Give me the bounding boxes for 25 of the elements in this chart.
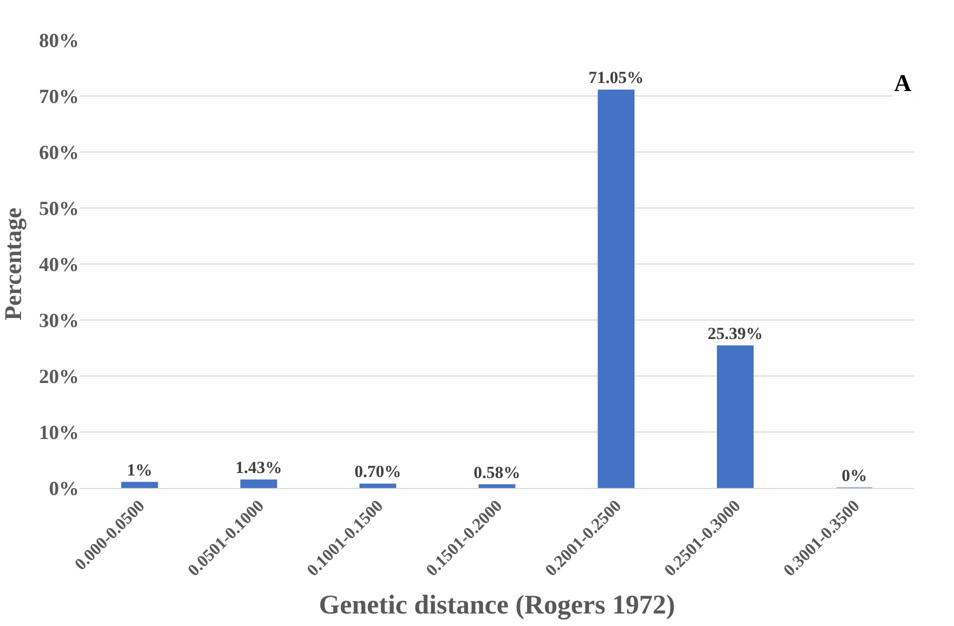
y-tick-label: 70% [39,86,79,108]
y-tick-label: 40% [39,254,79,276]
y-tick-label: 60% [39,142,79,164]
y-tick-label: 50% [39,198,79,220]
data-label: 0.70% [354,462,402,482]
y-tick-label: 0% [49,478,79,500]
data-label: 71.05% [588,68,644,88]
annotation: A [894,71,912,97]
data-label: 0.58% [474,462,520,482]
bar [478,484,516,488]
data-label: 0% [842,466,868,485]
data-label: 1.43% [235,458,282,477]
y-tick-label: 20% [39,366,79,388]
bar [359,484,396,488]
data-label: 1% [126,460,152,480]
y-axis-title: Percentage [1,207,28,320]
bar [598,90,635,488]
x-axis-title: Genetic distance (Rogers 1972) [318,589,676,620]
y-tick-label: 30% [39,310,79,332]
bar [716,345,754,488]
y-tick-label: 10% [39,422,79,444]
y-tick-label: 80% [39,30,79,52]
bar [240,479,278,488]
bar [121,482,158,488]
data-label: 25.39% [708,324,763,343]
